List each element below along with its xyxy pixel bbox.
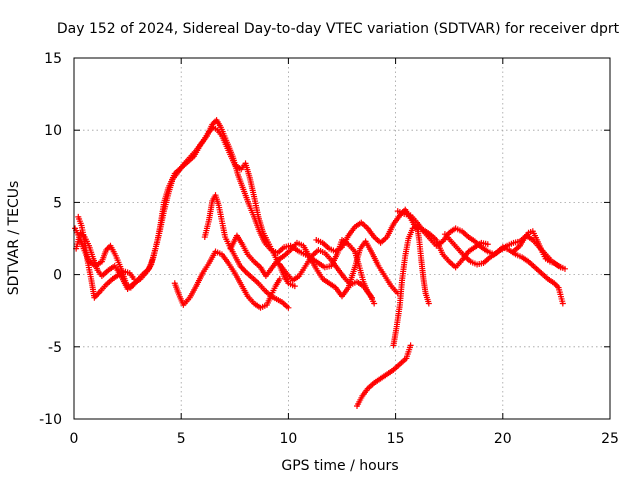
series-track-9: [354, 342, 414, 410]
x-tick-label: 20: [494, 431, 512, 447]
x-tick-label: 10: [279, 431, 297, 447]
series-track-7: [276, 247, 378, 307]
series-track-12: [441, 231, 566, 307]
data-series-layer: [72, 117, 568, 410]
data-point: [557, 264, 564, 271]
series-line: [444, 233, 564, 305]
axis-ticks: [73, 57, 611, 420]
x-axis-title: GPS time / hours: [281, 458, 398, 474]
data-point: [407, 342, 414, 349]
x-axis-tick-labels: 0 5 10 15 20 25: [70, 431, 619, 447]
data-point: [276, 275, 283, 282]
x-tick-label: 15: [387, 431, 405, 447]
x-tick-label: 0: [70, 431, 79, 447]
y-tick-label: 10: [44, 123, 62, 139]
data-point: [131, 275, 138, 282]
y-tick-label: -10: [39, 412, 62, 428]
data-point: [561, 265, 568, 272]
data-point: [285, 304, 292, 311]
series-track-2: [73, 124, 298, 293]
series-track-4: [171, 248, 283, 311]
y-tick-label: 0: [53, 268, 62, 284]
series-track-3: [75, 213, 138, 301]
grid: [74, 58, 610, 419]
series-track-6: [227, 232, 401, 300]
y-tick-label: -5: [48, 340, 62, 356]
data-point: [291, 283, 298, 290]
series-line: [75, 126, 296, 290]
series-track-10: [390, 222, 432, 349]
data-point: [371, 300, 378, 307]
y-tick-label: 5: [53, 195, 62, 211]
data-point: [559, 300, 566, 307]
chart-title: Day 152 of 2024, Sidereal Day-to-day VTE…: [57, 21, 620, 37]
plot-frame: [73, 57, 611, 420]
data-point: [484, 241, 491, 248]
y-tick-label: 15: [44, 51, 62, 67]
x-tick-label: 25: [601, 431, 619, 447]
y-axis-tick-labels: -10 -5 0 5 10 15: [39, 51, 62, 428]
x-tick-label: 5: [177, 431, 186, 447]
data-point: [425, 300, 432, 307]
series-track-13: [510, 228, 564, 271]
y-axis-title: SDTVAR / TECUs: [6, 181, 22, 296]
